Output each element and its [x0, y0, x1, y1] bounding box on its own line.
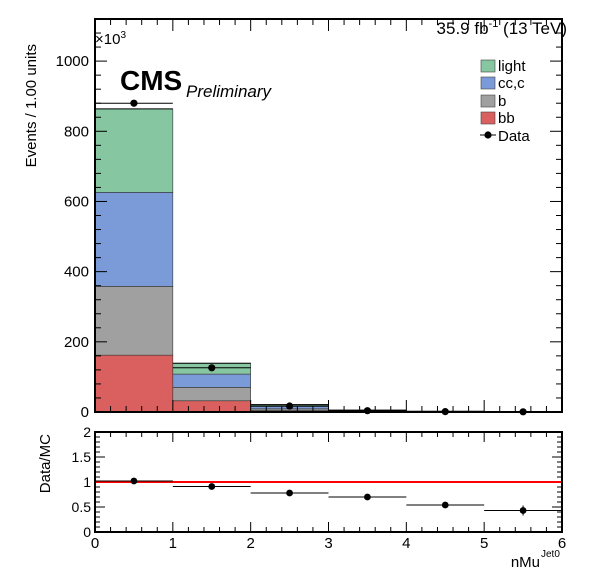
ratio-frame	[94, 431, 563, 533]
cms-label: CMS	[120, 65, 182, 96]
y-tick-label: 200	[64, 334, 89, 351]
ratio-y-tick-label: 2	[83, 424, 91, 440]
legend-label-data: Data	[498, 128, 530, 145]
y-tick-label: 400	[64, 264, 89, 281]
x-tick-label: 4	[402, 535, 410, 552]
ratio-point	[441, 501, 449, 509]
legend-swatch-light	[480, 59, 496, 73]
legend-marker-data	[484, 131, 492, 139]
ratio-y-tick-label: 0.5	[72, 499, 92, 515]
x-tick-label: 5	[480, 535, 488, 552]
y-exponent-label: ×103	[95, 30, 126, 48]
x-tick-label: 3	[324, 535, 332, 552]
ratio-y-axis-label: Data/MC	[37, 434, 54, 493]
ratio-y-tick-label: 1	[83, 474, 91, 490]
preliminary-label: Preliminary	[186, 82, 273, 101]
bar-ccc-bin1	[172, 373, 251, 388]
ratio-y-tick-label: 1.5	[72, 449, 92, 465]
data-point	[208, 364, 216, 372]
bar-b-bin1	[172, 387, 251, 402]
main-plot: 0 200 400 600 800 1000	[56, 18, 563, 421]
x-tick-label: 2	[246, 535, 254, 552]
data-point	[363, 407, 372, 415]
bar-bb-bin0	[94, 354, 174, 413]
legend-label-light: light	[498, 58, 526, 75]
bar-bb-bin1	[172, 400, 251, 413]
ratio-plot: 0 0.5 1 1.5 2 0 1 2 3 4 5 6	[72, 424, 567, 552]
legend-label-b: b	[498, 93, 506, 110]
ratio-point	[208, 483, 216, 490]
legend-swatch-bb	[480, 111, 496, 125]
legend: light cc,c b bb Data	[480, 58, 530, 145]
legend-swatch-cc	[480, 76, 496, 90]
ratio-point	[364, 493, 371, 501]
data-point	[285, 402, 294, 410]
ratio-point	[130, 477, 138, 485]
bar-light-bin0	[94, 108, 174, 193]
y-tick-label: 0	[81, 404, 89, 421]
x-tick-label: 6	[558, 535, 566, 552]
x-tick-label: 1	[169, 535, 177, 552]
x-axis-label: nMu	[511, 554, 540, 571]
y-tick-label: 800	[64, 123, 89, 140]
legend-label-bb: bb	[498, 110, 515, 127]
y-tick-label: 600	[64, 193, 89, 210]
ratio-point	[519, 507, 527, 514]
x-tick-label: 0	[91, 535, 99, 552]
legend-swatch-b	[480, 94, 496, 108]
y-tick-label: 1000	[56, 53, 89, 70]
y-axis-label: Events / 1.00 units	[23, 44, 40, 167]
ratio-point	[286, 489, 293, 497]
bar-b-bin0	[94, 286, 174, 356]
x-axis-label-sup: Jet0	[541, 549, 560, 560]
ratio-y-tick-label: 0	[83, 524, 91, 540]
bar-ccc-bin0	[94, 192, 174, 287]
data-point	[130, 99, 138, 107]
legend-label-cc: cc,c	[498, 75, 525, 92]
lumi-label: 35.9 fb-1 (13 TeV)	[437, 18, 567, 38]
main-frame	[94, 18, 563, 413]
